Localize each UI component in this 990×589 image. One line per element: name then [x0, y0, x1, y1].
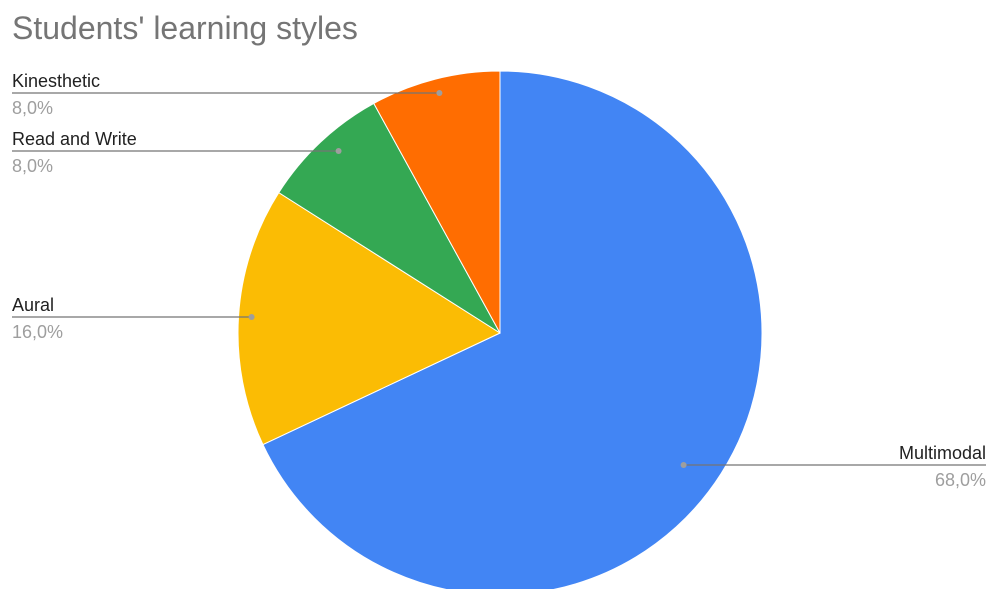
callout-aural: Aural 16,0% — [12, 295, 255, 342]
slice-percent-read-and-write: 8,0% — [12, 156, 53, 176]
slice-percent-multimodal: 68,0% — [935, 470, 986, 490]
callout-dot-read-and-write — [335, 148, 342, 154]
callout-multimodal: Multimodal 68,0% — [680, 443, 986, 490]
slice-label-kinesthetic: Kinesthetic — [12, 71, 100, 91]
slice-label-read-and-write: Read and Write — [12, 129, 137, 149]
callout-dot-aural — [248, 314, 255, 320]
callout-dot-multimodal — [680, 462, 687, 468]
callout-dot-kinesthetic — [436, 90, 443, 96]
slice-percent-aural: 16,0% — [12, 322, 63, 342]
pie-slice-read-and-write — [278, 102, 501, 334]
callout-kinesthetic: Kinesthetic 8,0% — [12, 71, 443, 118]
slice-label-multimodal: Multimodal — [899, 443, 986, 463]
pie-slice-multimodal — [262, 70, 763, 589]
slice-percent-kinesthetic: 8,0% — [12, 98, 53, 118]
pie-slice-kinesthetic — [373, 70, 501, 334]
chart-title: Students' learning styles — [12, 10, 358, 46]
callout-read-and-write: Read and Write 8,0% — [12, 129, 342, 176]
slice-label-aural: Aural — [12, 295, 54, 315]
